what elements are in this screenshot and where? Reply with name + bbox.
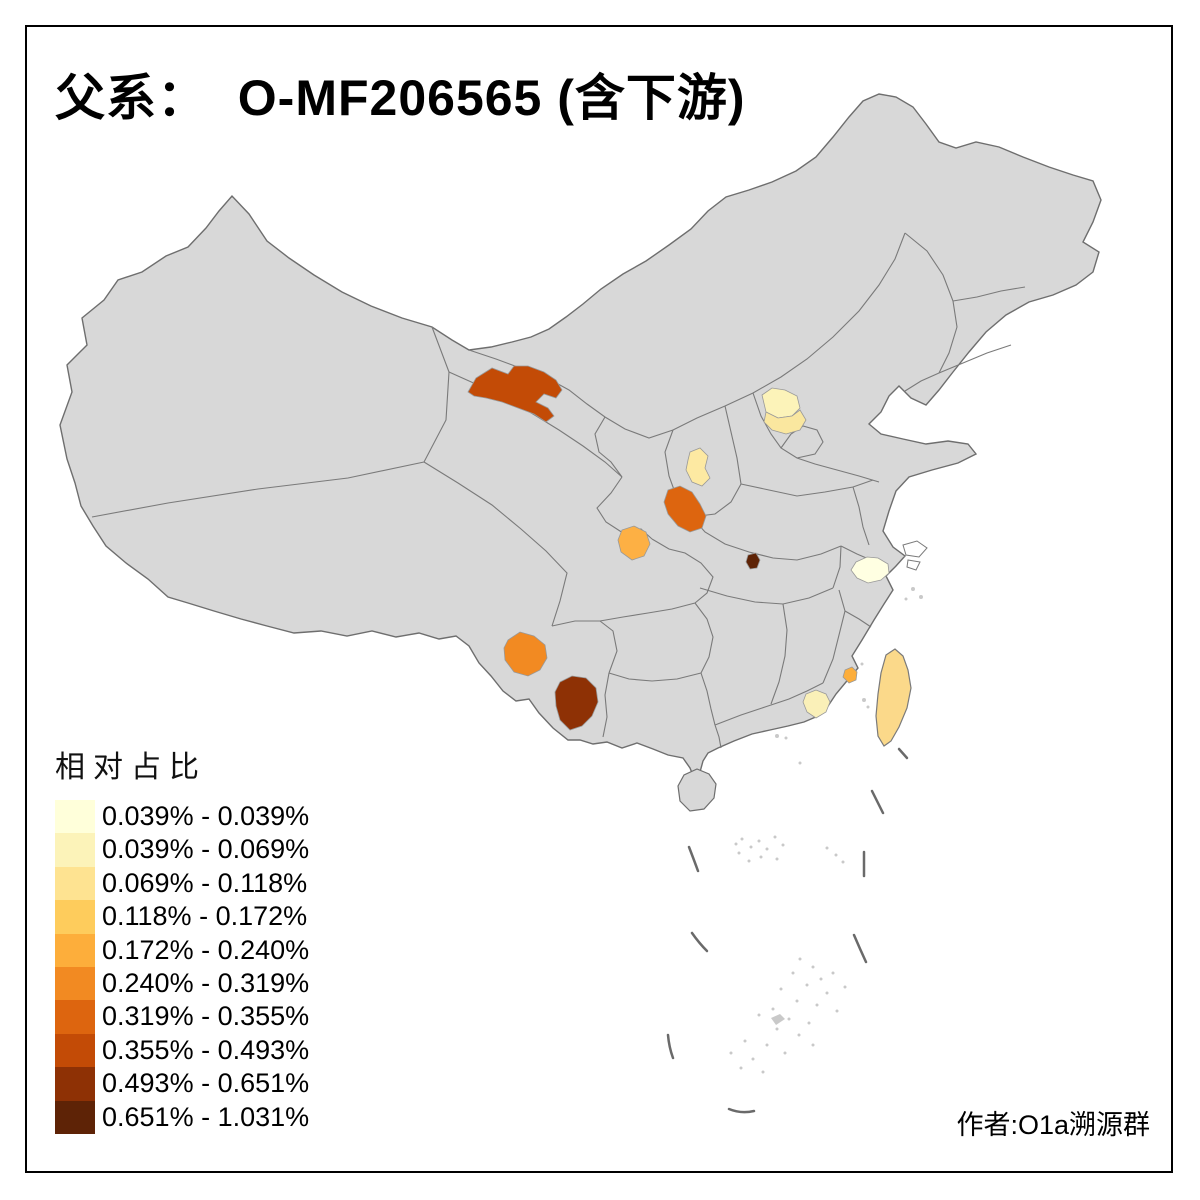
legend-label: 0.039% - 0.039% bbox=[102, 801, 310, 831]
legend-swatch bbox=[55, 1100, 95, 1134]
region-gansu-zhangye bbox=[468, 366, 562, 422]
legend-label: 0.069% - 0.118% bbox=[102, 867, 308, 898]
coastal-islands bbox=[775, 587, 923, 765]
region-sichuan-central bbox=[618, 526, 650, 560]
region-yunnan-south bbox=[555, 676, 598, 730]
hainan-island bbox=[678, 769, 716, 811]
legend-item: 0.118% - 0.172% bbox=[55, 900, 309, 934]
figure-border bbox=[25, 25, 1173, 1173]
legend-title: 相对占比 bbox=[55, 751, 207, 784]
legend-swatch bbox=[55, 933, 95, 967]
legend-swatch bbox=[55, 1033, 95, 1068]
region-fujian-xiamen bbox=[843, 667, 857, 683]
legend-item: 0.240% - 0.319% bbox=[55, 966, 310, 1001]
legend-swatch bbox=[55, 966, 95, 1001]
region-shaanxi-guanzhong bbox=[664, 486, 706, 532]
author-caption: 作者:O1a溯源群 bbox=[956, 1110, 1150, 1140]
spratly-islands bbox=[729, 957, 847, 1074]
legend-label: 0.493% - 0.651% bbox=[102, 1068, 310, 1099]
legend-item: 0.172% - 0.240% bbox=[55, 933, 310, 967]
legend-label: 0.319% - 0.355% bbox=[102, 1001, 310, 1032]
colored-regions bbox=[468, 366, 889, 730]
legend-label: 0.651% - 1.031% bbox=[102, 1101, 310, 1132]
region-hubei-shennongjia bbox=[746, 553, 760, 569]
china-outline bbox=[60, 94, 1101, 778]
region-hebei-south bbox=[764, 410, 806, 434]
legend-swatch bbox=[55, 1000, 95, 1034]
legend-item: 0.039% - 0.039% bbox=[55, 800, 310, 834]
region-guangdong-east bbox=[803, 690, 830, 718]
nine-dash-line bbox=[668, 749, 907, 1112]
legend-label: 0.118% - 0.172% bbox=[102, 901, 308, 932]
legend-swatch bbox=[55, 866, 95, 901]
legend: 相对占比 0.039% - 0.039% 0.039% - 0.069% 0.0… bbox=[55, 742, 309, 1134]
legend-label: 0.172% - 0.240% bbox=[102, 934, 310, 965]
legend-swatch bbox=[55, 900, 95, 934]
legend-swatch bbox=[55, 1067, 95, 1101]
shanghai-islets bbox=[903, 541, 927, 570]
paracel-islands bbox=[734, 835, 845, 864]
legend-item: 0.355% - 0.493% bbox=[55, 1033, 310, 1068]
legend-item: 0.319% - 0.355% bbox=[55, 1000, 310, 1034]
figure-title: 父系： O-MF206565 (含下游) bbox=[55, 70, 746, 126]
legend-label: 0.355% - 0.493% bbox=[102, 1034, 310, 1065]
legend-item: 0.069% - 0.118% bbox=[55, 866, 309, 901]
legend-item: 0.651% - 1.031% bbox=[55, 1100, 310, 1134]
region-yunnan-dali bbox=[504, 632, 547, 676]
legend-item: 0.039% - 0.069% bbox=[55, 833, 310, 867]
region-shanxi-south bbox=[686, 448, 710, 486]
legend-label: 0.240% - 0.319% bbox=[102, 967, 310, 998]
region-zhejiang-north bbox=[851, 557, 889, 583]
legend-label: 0.039% - 0.069% bbox=[102, 834, 310, 865]
taiwan-island bbox=[876, 649, 911, 746]
legend-swatch bbox=[55, 833, 95, 867]
province-borders bbox=[92, 233, 1025, 748]
legend-swatch bbox=[55, 800, 95, 834]
legend-item: 0.493% - 0.651% bbox=[55, 1067, 310, 1101]
